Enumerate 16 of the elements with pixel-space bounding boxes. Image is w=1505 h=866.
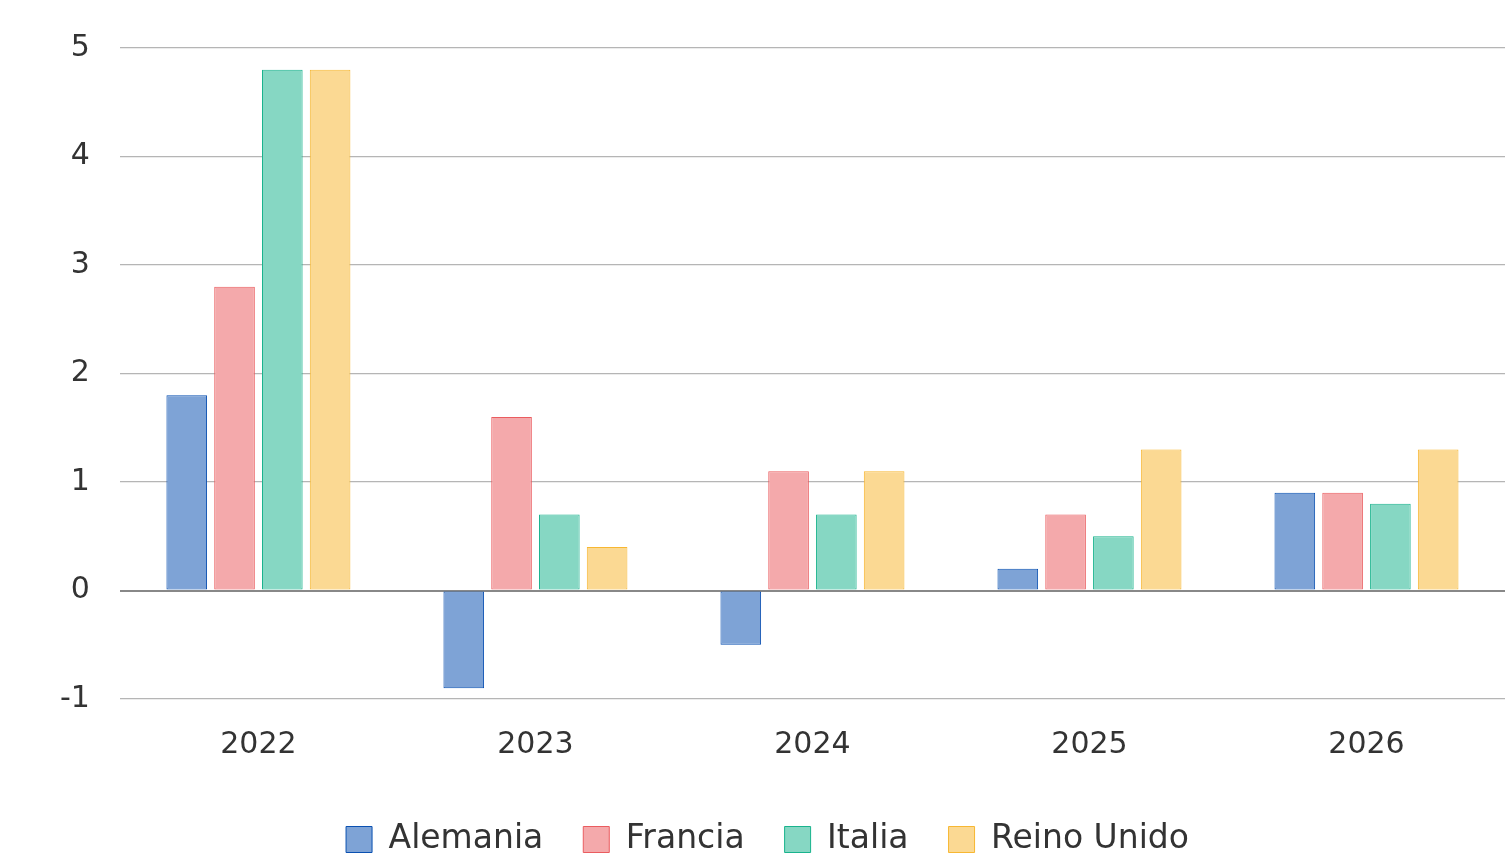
x-tick-label: 2022 (220, 724, 297, 760)
legend-label: Italia (827, 817, 909, 857)
legend-label: Francia (625, 817, 745, 857)
y-tick-label: 3 (70, 244, 90, 280)
y-tick-label: 4 (70, 136, 90, 172)
y-tick-label: 1 (70, 461, 90, 497)
y-tick-label: 2 (70, 353, 90, 389)
y-tick-label: 0 (70, 570, 90, 606)
legend-label: Reino Unido (991, 817, 1189, 857)
x-tick-label: 2026 (1328, 724, 1405, 760)
y-tick-label: -1 (59, 678, 90, 714)
x-tick-label: 2025 (1051, 724, 1128, 760)
x-tick-label: 2024 (774, 724, 851, 760)
legend-label: Alemania (388, 817, 544, 857)
y-tick-label: 5 (70, 27, 90, 63)
x-tick-label: 2023 (497, 724, 574, 760)
